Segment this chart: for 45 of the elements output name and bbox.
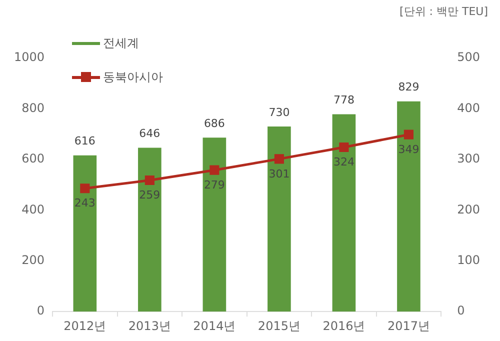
point — [80, 184, 90, 194]
legend-label: 동북아시아 — [103, 68, 163, 86]
y-tick-label: 200 — [22, 253, 45, 268]
data-label: 243 — [74, 196, 96, 210]
point — [210, 165, 220, 175]
y2-tick-label: 500 — [457, 50, 480, 64]
bar — [332, 114, 356, 312]
point — [144, 175, 154, 186]
bar — [268, 126, 291, 312]
data-label: 686 — [204, 116, 225, 130]
bar — [73, 155, 97, 312]
x-tick-label: 2015년 — [258, 318, 300, 333]
data-label: 279 — [204, 178, 225, 192]
y-tick-label: 0 — [36, 304, 45, 318]
data-label: 778 — [333, 94, 354, 107]
bar — [202, 138, 226, 312]
y2-tick-label: 200 — [457, 202, 480, 216]
point — [404, 130, 414, 140]
x-tick-label: 2013년 — [128, 318, 171, 333]
data-label: 730 — [268, 106, 290, 119]
x-tick-label: 2012년 — [64, 318, 106, 333]
x-tick-label: 2014년 — [193, 318, 236, 333]
y2-tick-label: 400 — [457, 100, 480, 115]
data-label: 349 — [398, 142, 420, 156]
x-tick-label: 2016년 — [322, 318, 366, 333]
y-tick-label: 400 — [22, 202, 45, 216]
y2-tick-label: 300 — [457, 152, 480, 166]
text: [단위 : 백만 TEU] — [400, 4, 488, 19]
x-tick-label: 2017년 — [387, 318, 430, 333]
y-tick-label: 1000 — [14, 50, 45, 64]
data-label: 829 — [398, 80, 420, 94]
point — [274, 154, 284, 164]
legend-label: 전세계 — [103, 34, 139, 52]
y2-tick-label: 0 — [457, 304, 465, 318]
y2-tick-label: 100 — [457, 253, 480, 268]
y-tick-label: 800 — [22, 100, 45, 115]
point — [339, 142, 349, 152]
data-label: 259 — [139, 188, 160, 202]
data-label: 646 — [139, 127, 160, 140]
data-label: 324 — [333, 156, 354, 169]
data-label: 616 — [74, 134, 96, 148]
data-label: 301 — [268, 167, 290, 180]
y-tick-label: 600 — [22, 152, 45, 166]
bar — [138, 148, 162, 312]
bar — [397, 101, 420, 312]
